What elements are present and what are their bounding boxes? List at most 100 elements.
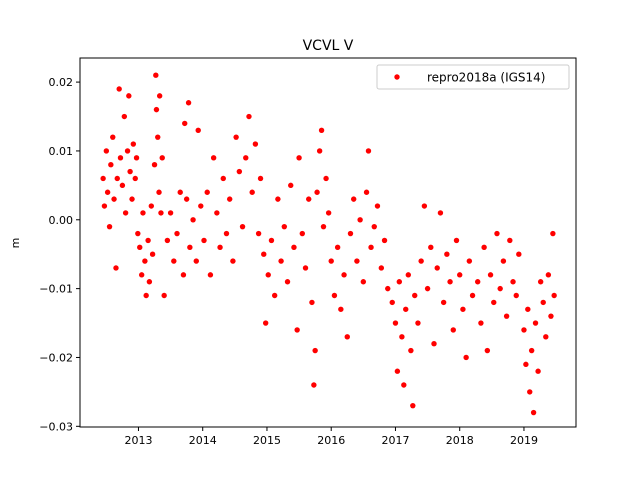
data-point	[548, 313, 554, 319]
y-tick-label: 0.02	[49, 76, 74, 89]
data-point	[450, 327, 456, 333]
data-point	[275, 196, 281, 202]
data-point	[156, 189, 162, 195]
data-point	[434, 265, 440, 271]
data-point	[167, 210, 174, 216]
data-point	[440, 299, 447, 306]
data-point	[236, 168, 243, 175]
data-point	[389, 299, 395, 306]
data-point	[153, 72, 159, 78]
x-tick-label: 2013	[124, 434, 152, 447]
data-point	[226, 196, 233, 202]
data-point	[187, 244, 193, 251]
x-tick-label: 2018	[446, 434, 474, 447]
data-point	[117, 155, 124, 161]
data-point	[164, 237, 171, 244]
data-point	[214, 210, 220, 216]
data-point	[230, 258, 236, 264]
data-point	[394, 368, 401, 374]
data-point	[474, 279, 481, 285]
data-point	[466, 258, 473, 264]
x-axis-ticks: 2013 2014 2015 2016 2017 2018 2019	[124, 427, 538, 447]
plot-frame	[79, 57, 577, 428]
data-point	[111, 196, 117, 202]
data-point	[271, 292, 278, 299]
data-point	[299, 230, 306, 237]
data-point	[444, 251, 450, 257]
data-point	[156, 93, 163, 99]
data-point	[204, 189, 210, 195]
data-point	[392, 320, 399, 326]
data-point	[537, 279, 544, 285]
data-point	[357, 217, 363, 223]
data-point	[255, 230, 262, 237]
data-point	[158, 210, 164, 216]
data-point	[545, 272, 552, 278]
data-points	[100, 72, 557, 416]
data-point	[294, 327, 300, 333]
data-point	[421, 203, 428, 209]
data-point	[288, 182, 294, 189]
data-point	[114, 175, 120, 182]
data-point	[265, 272, 271, 278]
data-point	[463, 354, 469, 361]
data-point	[159, 155, 165, 161]
data-point	[177, 189, 183, 195]
data-point	[296, 155, 302, 161]
data-point	[101, 203, 108, 209]
data-point	[104, 189, 111, 195]
data-point	[415, 320, 421, 326]
data-point	[347, 230, 354, 237]
data-point	[403, 306, 409, 312]
data-point	[497, 285, 503, 292]
data-point	[124, 148, 131, 154]
data-point	[284, 279, 291, 285]
data-point	[312, 347, 318, 354]
data-point	[257, 175, 264, 182]
data-point	[180, 272, 187, 278]
data-point	[418, 258, 424, 264]
data-point	[106, 223, 113, 230]
data-point	[521, 327, 527, 333]
data-point	[110, 134, 116, 140]
data-point	[119, 182, 126, 189]
data-point	[153, 106, 160, 113]
data-point	[437, 210, 444, 216]
data-point	[487, 272, 494, 278]
data-point	[135, 230, 141, 237]
y-axis-label: m	[9, 238, 22, 249]
data-point	[368, 244, 374, 251]
data-point	[126, 93, 132, 99]
data-point	[174, 230, 180, 237]
data-point	[249, 189, 255, 195]
data-point	[527, 389, 533, 395]
data-point	[316, 148, 323, 154]
y-tick-label: −0.03	[39, 420, 73, 433]
data-point	[516, 251, 522, 257]
data-point	[503, 313, 510, 319]
data-point	[138, 272, 145, 278]
data-point	[183, 196, 190, 202]
data-point	[550, 230, 556, 237]
data-point	[161, 292, 167, 299]
chart-title: VCVL V	[303, 38, 354, 54]
data-point	[100, 175, 106, 182]
data-point	[262, 320, 269, 326]
legend-box	[376, 64, 570, 90]
data-point	[399, 334, 405, 340]
x-tick-label: 2015	[253, 434, 281, 447]
data-point	[507, 237, 513, 244]
data-point	[323, 175, 329, 182]
data-point	[243, 155, 249, 161]
data-point	[318, 127, 325, 133]
data-point	[481, 244, 487, 251]
data-point	[525, 306, 531, 312]
data-point	[116, 86, 122, 92]
data-point	[371, 223, 377, 230]
data-point	[246, 113, 252, 120]
data-point	[350, 196, 357, 202]
data-point	[328, 258, 334, 264]
data-point	[239, 223, 246, 230]
data-point	[122, 210, 129, 216]
